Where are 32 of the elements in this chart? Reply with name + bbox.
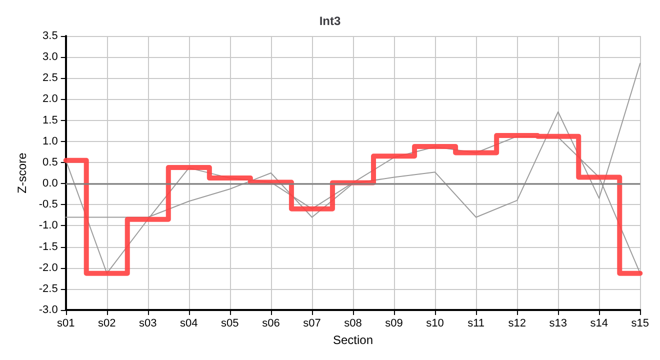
x-tick-label: s13 (549, 318, 567, 330)
y-tick-label: 1.5 (42, 114, 58, 126)
x-tick-label: s06 (262, 318, 280, 330)
x-tick-label: s10 (426, 318, 444, 330)
x-tick-label: s05 (221, 318, 239, 330)
x-tick-label: s08 (344, 318, 362, 330)
x-tick-label: s09 (385, 318, 403, 330)
y-axis-title: Z-score (15, 152, 29, 194)
x-tick-label: s03 (139, 318, 157, 330)
y-tick-label: 2.0 (42, 93, 58, 106)
y-tick-label: 0.5 (42, 156, 58, 168)
y-tick-label: 1.0 (42, 135, 58, 148)
y-tick-label: 0.0 (42, 178, 58, 190)
y-tick-label: -1.5 (38, 240, 58, 253)
chart-title: Int3 (319, 14, 341, 28)
y-tick-label: -2.5 (38, 282, 58, 295)
y-tick-label: -3.0 (38, 304, 58, 316)
y-tick-label: -2.0 (38, 262, 58, 274)
y-tick-label: -1.0 (38, 220, 58, 232)
x-axis-title: Section (332, 332, 374, 347)
y-tick-label: 3.0 (42, 51, 58, 64)
x-tick-label: s04 (180, 318, 198, 330)
x-tick-label: s15 (631, 318, 650, 330)
y-tick-label: -0.5 (38, 198, 58, 211)
x-tick-label: s12 (508, 318, 526, 330)
x-tick-label: s02 (98, 318, 116, 330)
y-tick-label: 2.5 (42, 72, 58, 84)
x-tick-label: s11 (468, 318, 485, 330)
x-tick-label: s14 (590, 318, 608, 330)
x-tick-label: s01 (56, 318, 75, 330)
y-tick-label: 3.5 (42, 30, 58, 42)
x-tick-label: s07 (303, 318, 321, 330)
